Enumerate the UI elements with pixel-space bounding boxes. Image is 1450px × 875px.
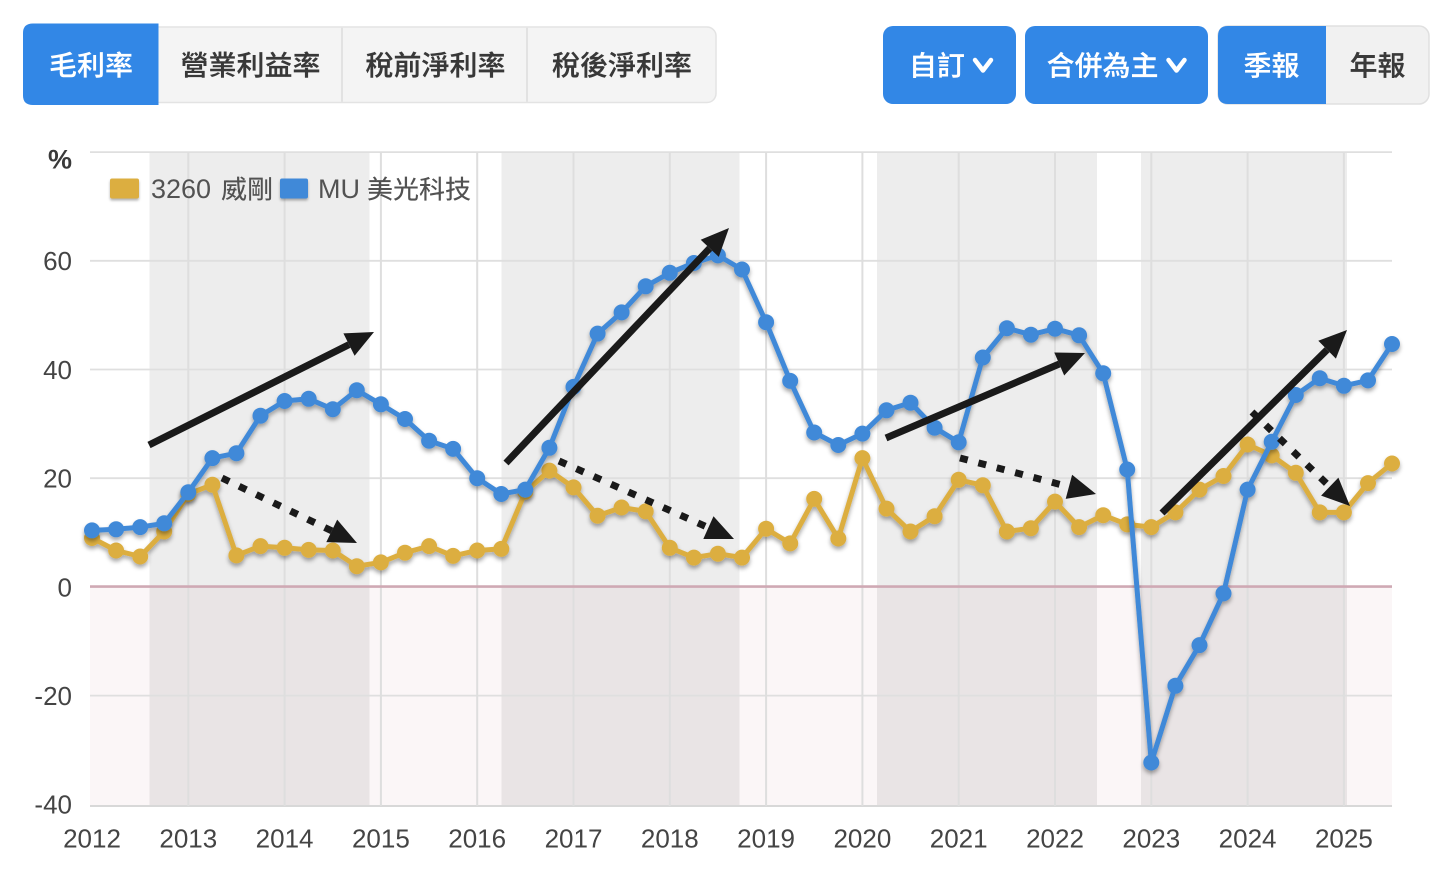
svg-text:2013: 2013 xyxy=(159,823,217,853)
svg-text:-40: -40 xyxy=(34,790,72,820)
svg-text:2014: 2014 xyxy=(256,823,314,853)
svg-text:2025: 2025 xyxy=(1315,823,1373,853)
svg-text:3260: 3260 xyxy=(151,174,211,204)
svg-text:%: % xyxy=(48,145,72,175)
svg-text:2024: 2024 xyxy=(1219,823,1277,853)
svg-text:2019: 2019 xyxy=(737,823,795,853)
svg-text:2021: 2021 xyxy=(930,823,988,853)
svg-text:2023: 2023 xyxy=(1122,823,1180,853)
svg-text:2012: 2012 xyxy=(63,823,121,853)
svg-text:20: 20 xyxy=(43,464,72,494)
svg-text:2020: 2020 xyxy=(833,823,891,853)
svg-text:0: 0 xyxy=(58,572,72,602)
svg-text:2022: 2022 xyxy=(1026,823,1084,853)
svg-text:60: 60 xyxy=(43,246,72,276)
svg-text:2018: 2018 xyxy=(641,823,699,853)
svg-text:2016: 2016 xyxy=(448,823,506,853)
svg-text:2015: 2015 xyxy=(352,823,410,853)
svg-text:-20: -20 xyxy=(34,681,72,711)
svg-text:MU: MU xyxy=(318,174,360,204)
svg-text:40: 40 xyxy=(43,355,72,385)
svg-text:2017: 2017 xyxy=(545,823,603,853)
